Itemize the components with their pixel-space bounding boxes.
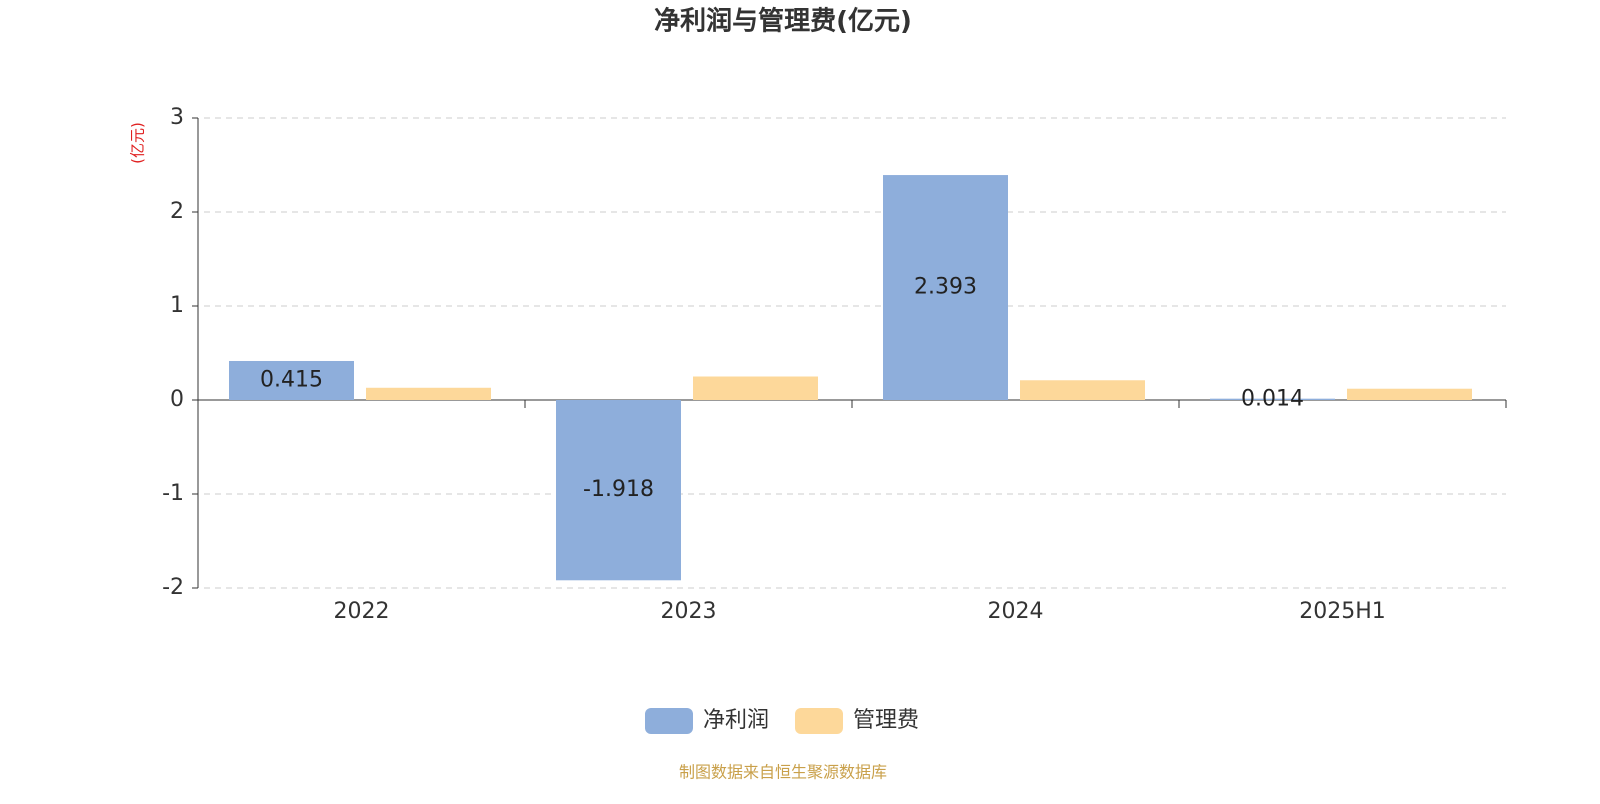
- y-tick-label: 3: [170, 105, 184, 130]
- bar: [1210, 398, 1335, 400]
- data-label: -1.918: [583, 477, 654, 502]
- bar: [366, 387, 491, 400]
- bar: [1347, 388, 1472, 400]
- y-tick-label: -1: [162, 481, 184, 506]
- data-label: 2.393: [914, 275, 977, 300]
- bar: [693, 376, 818, 400]
- bar: [883, 175, 1008, 400]
- y-tick-label: 1: [170, 293, 184, 318]
- legend-label: 管理费: [853, 708, 919, 733]
- x-tick-label: 2024: [988, 599, 1044, 624]
- bar: [1020, 380, 1145, 400]
- data-label: 0.014: [1241, 386, 1304, 411]
- x-tick-label: 2023: [661, 599, 717, 624]
- legend-swatch: [795, 708, 843, 734]
- legend-swatch: [645, 708, 693, 734]
- data-label: 0.415: [260, 367, 323, 392]
- y-tick-label: 0: [170, 387, 184, 412]
- bar: [229, 360, 354, 400]
- x-tick-label: 2022: [334, 599, 390, 624]
- chart-title: 净利润与管理费(亿元): [654, 6, 912, 37]
- y-tick-label: 2: [170, 199, 184, 224]
- bar: [556, 400, 681, 581]
- y-tick-label: -2: [162, 575, 184, 600]
- x-tick-label: 2025H1: [1299, 599, 1386, 624]
- legend-label: 净利润: [703, 708, 769, 733]
- y-axis-label: (亿元): [129, 122, 147, 164]
- source-note: 制图数据来自恒生聚源数据库: [679, 763, 887, 782]
